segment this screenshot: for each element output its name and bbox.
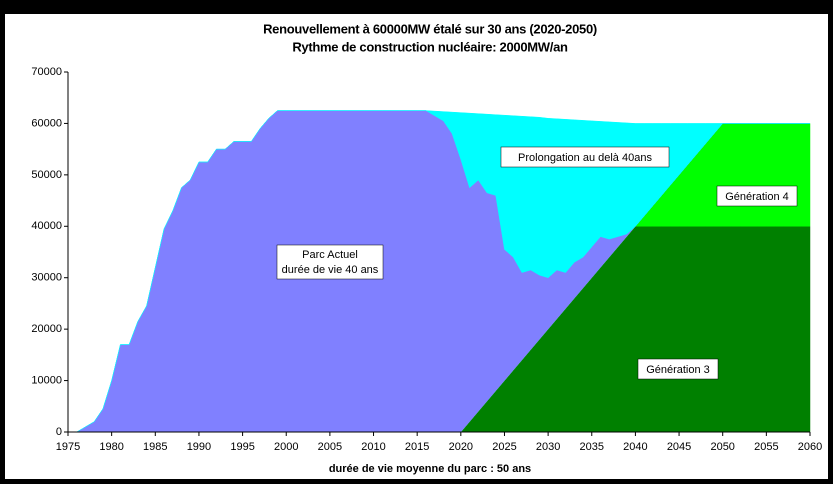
y-tick-label: 30000	[31, 272, 62, 284]
y-tick-label: 70000	[31, 66, 62, 78]
series-label: Génération 4	[716, 185, 798, 207]
x-tick-label: 2050	[710, 441, 734, 453]
chart-subtitle: Rythme de construction nucléaire: 2000MW…	[292, 39, 568, 54]
x-tick-label: 2045	[667, 441, 691, 453]
x-tick-label: 2025	[492, 441, 516, 453]
label-text: Prolongation au delà 40ans	[518, 152, 652, 164]
x-tick-label: 2040	[623, 441, 647, 453]
y-tick-label: 50000	[31, 169, 62, 181]
x-tick-label: 2035	[580, 441, 604, 453]
x-tick-label: 1990	[187, 441, 211, 453]
x-tick-label: 2060	[798, 441, 822, 453]
chart-title: Renouvellement à 60000MW étalé sur 30 an…	[263, 21, 597, 36]
x-tick-label: 2000	[274, 441, 298, 453]
y-tick-label: 60000	[31, 117, 62, 129]
label-text: Génération 3	[646, 364, 710, 376]
label-text: Parc Actuel	[302, 249, 358, 261]
x-tick-label: 2055	[754, 441, 778, 453]
series-label: Prolongation au delà 40ans	[500, 146, 670, 168]
x-tick-label: 1975	[56, 441, 80, 453]
x-tick-label: 1980	[99, 441, 123, 453]
y-tick-label: 10000	[31, 374, 62, 386]
label-box	[500, 146, 670, 168]
y-tick-label: 40000	[31, 220, 62, 232]
y-tick-label: 0	[56, 426, 62, 438]
annotation: durée de vie 40 ans	[282, 264, 379, 276]
x-axis-title: durée de vie moyenne du parc : 50 ans	[329, 463, 531, 475]
x-tick-label: 2010	[361, 441, 385, 453]
label-box	[637, 358, 719, 380]
x-tick-label: 1985	[143, 441, 167, 453]
label-text: Génération 4	[725, 191, 789, 203]
label-box	[276, 244, 384, 280]
area	[68, 110, 810, 433]
top-bar	[0, 0, 833, 14]
label-box	[716, 185, 798, 207]
x-tick-label: 1995	[230, 441, 254, 453]
x-tick-label: 2020	[449, 441, 473, 453]
series-label: Génération 3	[637, 358, 719, 380]
x-tick-label: 2015	[405, 441, 429, 453]
y-tick-label: 20000	[31, 323, 62, 335]
series-label: Parc Actuel durée de vie 40 ans	[276, 244, 384, 280]
x-tick-label: 2005	[318, 441, 342, 453]
x-tick-label: 2030	[536, 441, 560, 453]
